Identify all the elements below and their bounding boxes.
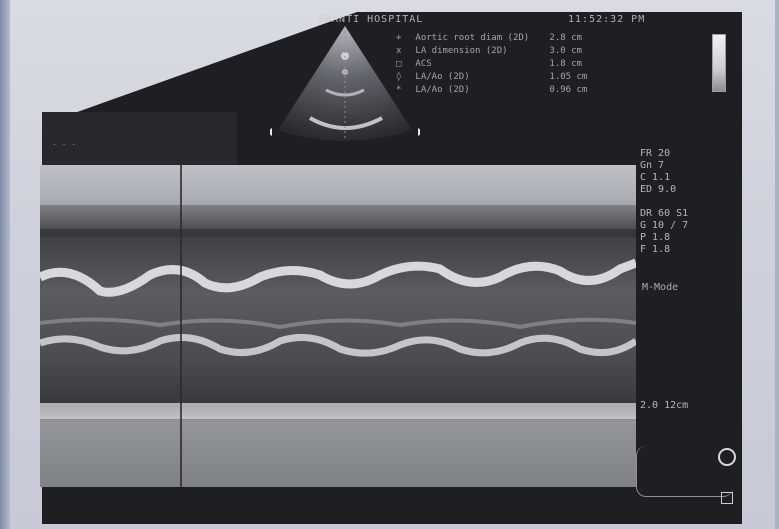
background-edge — [0, 0, 10, 529]
measurement-label: LA/Ao (2D) — [415, 85, 470, 95]
measurement-marker: * — [396, 85, 402, 95]
acquisition-parameters: FR 20 Gn 7 C 1.1 ED 9.0 DR 60 S1 G 10 / … — [640, 148, 740, 256]
measurement-label: Aortic root diam (2D) — [415, 33, 530, 43]
param-line: F 1.8 — [640, 244, 671, 255]
param-line: ED 9.0 — [640, 184, 677, 195]
time-stamp: 11:52:32 PM — [568, 14, 646, 25]
measurement-value: 1.8 cm — [549, 59, 582, 69]
measurement-value: 3.0 cm — [549, 46, 582, 56]
sweep-speed-label: 2.0 12cm — [640, 400, 689, 411]
measurement-row: + Aortic root diam (2D) 2.8 cm — [396, 32, 587, 45]
param-line: Gn 7 — [640, 160, 665, 171]
measurement-marker: □ — [396, 59, 402, 69]
probe-orientation-icon — [718, 448, 736, 466]
2d-sector-image — [270, 26, 420, 141]
measurement-row: * LA/Ao (2D) 0.96 cm — [396, 84, 587, 97]
measurement-row: □ ACS 1.8 cm — [396, 58, 587, 71]
measurement-marker: ◊ — [396, 72, 402, 82]
imaging-mode-label: M-Mode — [642, 282, 679, 293]
hospital-name: SHANTI HOSPITAL — [318, 14, 424, 25]
measurement-marker: + — [396, 33, 402, 43]
measurement-value: 1.05 cm — [549, 72, 588, 82]
measurement-list: + Aortic root diam (2D) 2.8 cm x LA dime… — [396, 32, 587, 97]
param-line: C 1.1 — [640, 172, 671, 183]
measurement-label: LA dimension (2D) — [415, 46, 508, 56]
param-line: P 1.8 — [640, 232, 671, 243]
ecg-lead-icon — [636, 446, 733, 497]
measurement-marker: x — [396, 46, 402, 56]
param-line: DR 60 S1 — [640, 208, 689, 219]
param-line: G 10 / 7 — [640, 220, 689, 231]
printout-shadow-region — [42, 112, 237, 170]
measurement-label: ACS — [415, 59, 432, 69]
m-mode-tracing — [40, 165, 636, 487]
measurement-value: 0.96 cm — [549, 85, 588, 95]
param-line: FR 20 — [640, 148, 671, 159]
measurement-label: LA/Ao (2D) — [415, 72, 470, 82]
m-mode-cursor-line — [180, 165, 182, 487]
corner-marker-icon — [721, 492, 733, 504]
grayscale-bar-icon — [712, 34, 726, 92]
depth-scale: · · · — [52, 140, 77, 149]
measurement-row: ◊ LA/Ao (2D) 1.05 cm — [396, 71, 587, 84]
measurement-value: 2.8 cm — [549, 33, 582, 43]
param-line — [640, 196, 740, 208]
measurement-row: x LA dimension (2D) 3.0 cm — [396, 45, 587, 58]
